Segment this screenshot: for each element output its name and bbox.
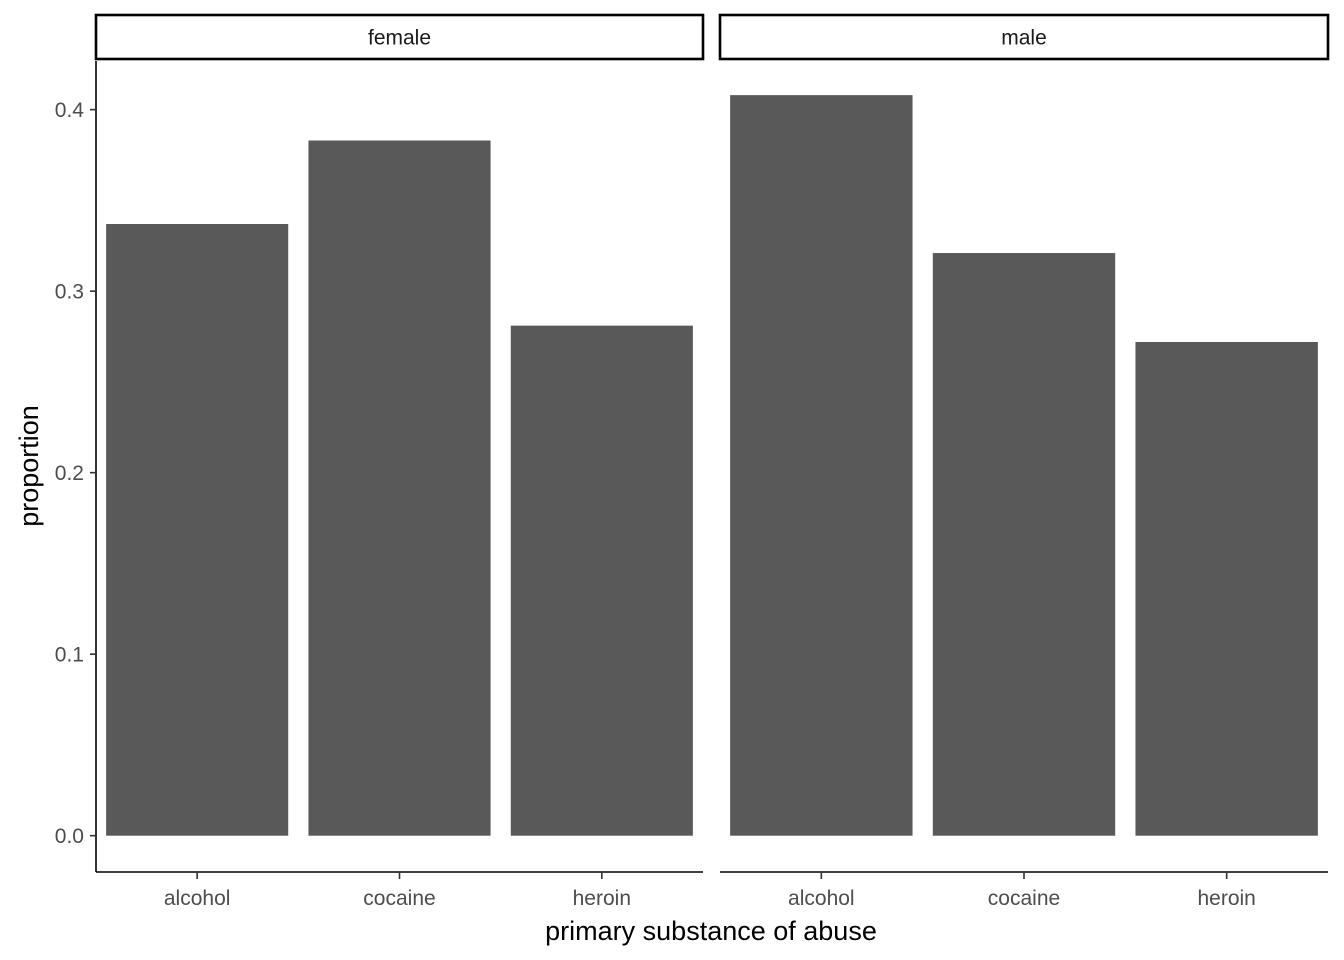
x-tick-label: heroin xyxy=(1197,887,1255,910)
bar-female-cocaine xyxy=(308,140,491,836)
facet-strip-label: male xyxy=(1001,27,1047,50)
facet-panels: female alcohol cocaine heroin male alcohol coc… xyxy=(94,13,1330,910)
x-tick-label: alcohol xyxy=(164,887,231,910)
y-axis: 0.0 0.1 0.2 0.3 0.4 xyxy=(55,61,97,872)
y-axis-title: proportion xyxy=(14,405,44,527)
facet-panel-female: female alcohol cocaine heroin xyxy=(94,13,705,910)
y-tick-label: 0.1 xyxy=(55,644,84,667)
bar-female-alcohol xyxy=(106,223,289,836)
x-tick-label: cocaine xyxy=(988,887,1060,910)
x-axis-title: primary substance of abuse xyxy=(545,916,877,946)
y-tick-label: 0.2 xyxy=(55,462,84,485)
x-tick-label: heroin xyxy=(573,887,631,910)
facet-strip xyxy=(718,13,1330,61)
bar-male-heroin xyxy=(1135,341,1318,836)
bar-female-heroin xyxy=(510,325,693,836)
y-tick-label: 0.3 xyxy=(55,281,84,304)
y-tick-label: 0.4 xyxy=(55,99,85,122)
facet-strip-label: female xyxy=(368,27,431,50)
facet-panel-male: male alcohol cocaine heroin xyxy=(718,13,1330,910)
x-tick-label: cocaine xyxy=(363,887,435,910)
y-tick-label: 0.0 xyxy=(55,825,84,848)
facet-strip xyxy=(94,13,705,61)
x-tick-label: alcohol xyxy=(788,887,855,910)
bar-male-cocaine xyxy=(932,253,1116,836)
bar-male-alcohol xyxy=(730,95,913,836)
